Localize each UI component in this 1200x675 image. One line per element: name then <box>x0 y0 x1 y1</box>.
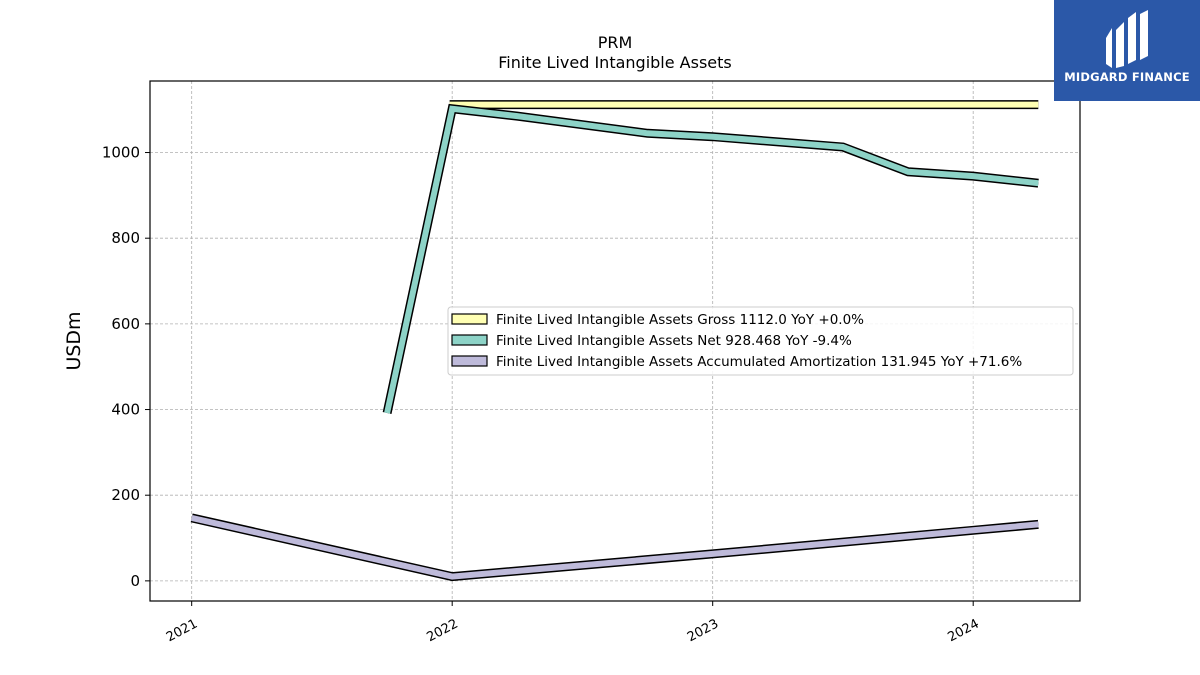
x-tick-label: 2022 <box>424 617 460 646</box>
y-tick-label: 1000 <box>102 144 140 162</box>
legend-label-amortization: Finite Lived Intangible Assets Accumulat… <box>496 354 1022 370</box>
series-net-line <box>384 105 1039 414</box>
x-tick-label: 2023 <box>685 617 721 646</box>
y-tick-label: 200 <box>111 486 140 504</box>
y-tick-label: 400 <box>111 401 140 419</box>
legend: Finite Lived Intangible Assets Gross 111… <box>447 306 1074 376</box>
legend-swatch-amortization <box>451 355 488 367</box>
logo-mark-icon <box>1106 10 1148 68</box>
legend-label-net: Finite Lived Intangible Assets Net 928.4… <box>496 333 852 349</box>
logo-text: MIDGARD FINANCE <box>1064 70 1190 84</box>
y-axis-label: USDm <box>63 311 85 370</box>
y-tick-label: 800 <box>111 229 140 247</box>
chart-title: PRM <box>598 33 633 52</box>
y-axis: 0 200 400 600 800 1000 <box>102 144 150 590</box>
x-tick-label: 2021 <box>164 617 200 646</box>
x-axis: 2021 2022 2023 2024 <box>164 601 982 645</box>
chart-subtitle: Finite Lived Intangible Assets <box>498 53 731 72</box>
legend-swatch-gross <box>451 313 488 325</box>
y-tick-label: 0 <box>130 572 140 590</box>
series-amortization-line <box>191 514 1039 580</box>
legend-swatch-net <box>451 334 488 346</box>
legend-label-gross: Finite Lived Intangible Assets Gross 111… <box>496 312 864 328</box>
x-tick-label: 2024 <box>945 617 981 646</box>
y-tick-label: 600 <box>111 315 140 333</box>
legend-box <box>447 306 1074 376</box>
series-layer <box>190 100 1039 582</box>
brand-logo: MIDGARD FINANCE <box>1054 0 1200 101</box>
plot-frame <box>149 80 1081 602</box>
